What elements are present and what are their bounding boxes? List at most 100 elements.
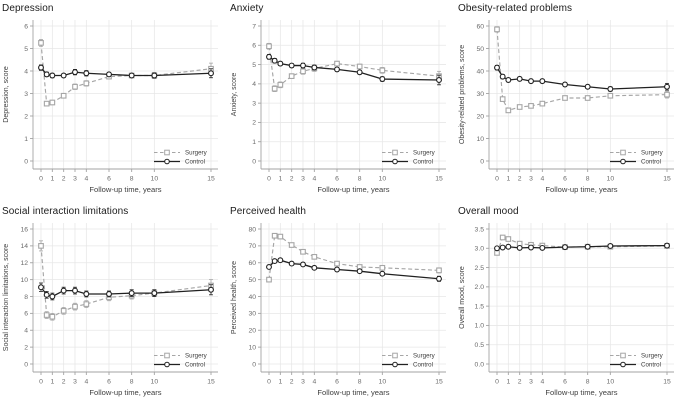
data-point-marker bbox=[528, 103, 534, 109]
gridlines bbox=[33, 20, 218, 169]
x-tick-label: 3 bbox=[529, 176, 533, 183]
legend: Surgery Control bbox=[154, 149, 208, 166]
gridlines bbox=[261, 223, 446, 372]
data-point-marker bbox=[664, 91, 670, 98]
data-point-marker bbox=[516, 244, 523, 251]
x-tick-label: 8 bbox=[130, 379, 134, 386]
x-tick-label: 15 bbox=[435, 379, 443, 386]
gridlines bbox=[489, 20, 674, 169]
data-point-marker bbox=[379, 76, 386, 82]
series-line bbox=[496, 67, 668, 90]
legend-label: Control bbox=[641, 159, 661, 166]
x-tick-label: 10 bbox=[379, 379, 387, 386]
series-control bbox=[266, 257, 442, 282]
y-tick-label: 7 bbox=[252, 23, 256, 30]
data-point-marker bbox=[271, 85, 278, 92]
x-tick-label: 2 bbox=[290, 176, 294, 183]
gridlines bbox=[261, 20, 446, 169]
y-tick-label: 8 bbox=[24, 294, 28, 301]
data-point-marker bbox=[266, 264, 272, 270]
x-tick-label: 3 bbox=[529, 379, 533, 386]
y-tick-label: 14 bbox=[20, 243, 28, 250]
y-tick-label: 50 bbox=[476, 46, 484, 53]
x-tick-label: 1 bbox=[50, 176, 54, 183]
y-tick-label: 1.0 bbox=[475, 323, 485, 330]
y-tick-label: 16 bbox=[20, 226, 28, 233]
data-point-marker bbox=[584, 83, 591, 90]
data-point-marker bbox=[49, 99, 56, 106]
data-point-marker bbox=[516, 104, 523, 110]
x-tick-label: 1 bbox=[278, 379, 282, 386]
x-tick-label: 4 bbox=[84, 176, 88, 183]
y-tick-label: 4 bbox=[24, 328, 28, 335]
y-tick-label: 3.0 bbox=[475, 246, 485, 253]
data-point-marker bbox=[208, 70, 214, 77]
data-point-marker bbox=[60, 307, 67, 314]
x-tick-label: 0 bbox=[495, 379, 499, 386]
y-tick-label: 6 bbox=[252, 43, 256, 50]
data-point-marker bbox=[379, 67, 386, 74]
data-point-marker bbox=[106, 291, 112, 297]
series-control bbox=[38, 282, 214, 301]
data-point-marker bbox=[43, 100, 50, 107]
data-point-marker bbox=[151, 290, 158, 297]
data-point-marker bbox=[499, 234, 506, 241]
y-tick-label: 20 bbox=[476, 113, 484, 120]
y-tick-label: 0 bbox=[252, 361, 256, 368]
x-tick-label: 1 bbox=[506, 176, 510, 183]
x-tick-label: 8 bbox=[358, 176, 362, 183]
data-point-marker bbox=[300, 68, 306, 75]
y-tick-label: 4 bbox=[252, 81, 256, 88]
data-point-marker bbox=[300, 261, 306, 268]
x-tick-label: 3 bbox=[301, 379, 305, 386]
data-point-marker bbox=[288, 62, 295, 69]
legend-label: Surgery bbox=[413, 150, 436, 157]
series-line bbox=[40, 42, 212, 105]
data-point-marker bbox=[505, 77, 512, 83]
x-tick-label: 2 bbox=[62, 176, 66, 183]
series-control bbox=[494, 242, 670, 252]
y-tick-label: 0.0 bbox=[475, 361, 485, 368]
x-tick-label: 4 bbox=[84, 379, 88, 386]
y-tick-label: 60 bbox=[248, 260, 256, 267]
y-tick-label: 2 bbox=[24, 113, 28, 120]
y-tick-label: 4 bbox=[24, 68, 28, 75]
y-tick-label: 80 bbox=[248, 226, 256, 233]
x-tick-label: 2 bbox=[62, 379, 66, 386]
x-tick-label: 3 bbox=[73, 176, 77, 183]
data-point-marker bbox=[528, 244, 534, 251]
chart-title: Anxiety bbox=[230, 3, 264, 14]
data-point-marker bbox=[505, 236, 512, 242]
y-tick-label: 10 bbox=[20, 277, 28, 284]
data-point-marker bbox=[43, 312, 50, 318]
legend-label: Surgery bbox=[641, 353, 664, 360]
data-point-marker bbox=[528, 78, 534, 85]
series-surgery bbox=[266, 232, 442, 283]
data-point-marker bbox=[49, 293, 56, 300]
chart-title: Social interaction limitations bbox=[2, 206, 129, 217]
chart-panel-depression: Depression 0 1 2 3 4 5 6 0 1 2 3 4 6 8 10 15 Follow-up t… bbox=[0, 0, 228, 203]
x-axis-label: Follow-up time, years bbox=[545, 185, 617, 194]
legend-marker bbox=[392, 149, 398, 156]
series-line bbox=[268, 56, 440, 81]
data-point-marker bbox=[539, 78, 546, 85]
data-point-marker bbox=[38, 284, 44, 291]
x-tick-label: 6 bbox=[335, 379, 339, 386]
x-axis-label: Follow-up time, years bbox=[317, 185, 389, 194]
x-tick-label: 2 bbox=[518, 379, 522, 386]
data-point-marker bbox=[311, 64, 318, 71]
y-tick-label: 2.0 bbox=[475, 284, 485, 291]
y-tick-label: 0.5 bbox=[475, 342, 485, 349]
x-tick-label: 8 bbox=[586, 379, 590, 386]
y-axis-label: Social interaction limitations, score bbox=[3, 244, 10, 351]
y-tick-label: 1.5 bbox=[475, 303, 485, 310]
y-tick-label: 3.5 bbox=[475, 226, 485, 233]
data-point-marker bbox=[539, 244, 546, 251]
data-point-marker bbox=[516, 75, 523, 82]
x-tick-label: 8 bbox=[358, 379, 362, 386]
y-tick-label: 2 bbox=[252, 120, 256, 127]
data-point-marker bbox=[277, 60, 284, 67]
